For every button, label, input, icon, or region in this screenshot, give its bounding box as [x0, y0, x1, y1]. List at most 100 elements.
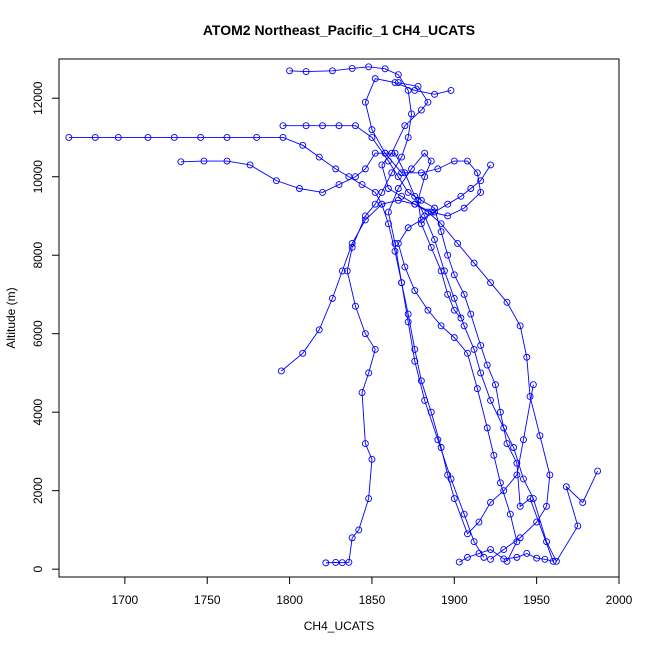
- data-point: [475, 518, 483, 526]
- data-point: [500, 424, 508, 432]
- data-point: [562, 483, 570, 491]
- data-point: [384, 208, 392, 216]
- data-point: [345, 558, 353, 566]
- data-point: [368, 455, 376, 463]
- data-point: [398, 279, 406, 287]
- data-point: [503, 557, 511, 565]
- data-point: [302, 122, 310, 130]
- data-point: [328, 294, 336, 302]
- series-line: [381, 82, 551, 560]
- x-tick-label: 1850: [359, 593, 386, 607]
- y-tick-label: 0: [31, 565, 45, 572]
- data-point: [473, 385, 481, 393]
- data-point: [431, 208, 438, 216]
- data-point: [437, 267, 445, 275]
- data-point: [523, 550, 531, 557]
- data-point: [398, 192, 406, 200]
- data-point: [477, 177, 485, 185]
- data-point: [338, 559, 346, 567]
- data-point: [371, 345, 379, 353]
- data-point: [394, 71, 402, 79]
- y-tick-label: 8000: [31, 242, 45, 269]
- data-point: [444, 212, 452, 220]
- data-point: [450, 157, 458, 165]
- data-point: [246, 161, 254, 169]
- data-point: [450, 306, 458, 314]
- y-tick-label: 6000: [31, 320, 45, 347]
- data-point: [378, 161, 386, 169]
- data-point: [421, 149, 429, 157]
- x-tick-label: 2000: [606, 593, 633, 607]
- series-3: [177, 149, 602, 565]
- data-point: [352, 173, 359, 181]
- data-point: [345, 173, 353, 181]
- data-point: [483, 424, 491, 432]
- data-point: [487, 396, 494, 404]
- x-tick-label: 1750: [194, 593, 221, 607]
- data-point: [352, 122, 359, 130]
- data-point: [91, 134, 99, 141]
- data-point: [361, 440, 369, 448]
- data-point: [200, 157, 208, 165]
- data-point: [487, 555, 494, 563]
- data-point: [358, 181, 366, 189]
- data-point: [450, 334, 458, 342]
- data-point: [510, 444, 518, 451]
- series-6: [378, 79, 554, 563]
- data-point: [450, 495, 458, 502]
- data-point: [404, 224, 412, 232]
- data-point: [365, 63, 373, 71]
- y-tick-label: 12000: [31, 81, 45, 115]
- data-point: [299, 141, 307, 149]
- data-point: [391, 79, 399, 86]
- x-axis: 1700 1750 1800 1850 1900 1950 2000: [112, 576, 633, 607]
- data-point: [404, 318, 412, 326]
- data-point: [447, 475, 455, 483]
- y-axis: 0 2000 4000 6000 8000 10000 12000: [31, 81, 60, 572]
- data-point: [424, 306, 432, 314]
- series-7: [384, 149, 488, 561]
- data-point: [421, 396, 429, 404]
- data-point: [384, 185, 392, 192]
- data-point: [398, 169, 406, 177]
- data-point: [417, 106, 425, 114]
- x-tick-label: 1700: [112, 593, 139, 607]
- data-point: [533, 554, 541, 562]
- data-point: [348, 534, 356, 542]
- data-point: [381, 65, 389, 73]
- data-point: [546, 471, 554, 479]
- data-point: [348, 239, 356, 247]
- data-point: [594, 467, 602, 475]
- data-point: [529, 495, 537, 502]
- data-point: [464, 530, 471, 538]
- series-2: [279, 122, 557, 566]
- data-point: [437, 322, 445, 330]
- data-point: [431, 90, 438, 98]
- data-point: [421, 173, 429, 181]
- data-point: [483, 361, 491, 369]
- data-point: [516, 502, 524, 510]
- data-point: [296, 185, 303, 192]
- data-point: [277, 367, 285, 375]
- data-point: [543, 502, 550, 510]
- series-5: [277, 75, 485, 375]
- data-point: [543, 538, 550, 546]
- data-point: [319, 122, 326, 130]
- data-point: [541, 555, 549, 563]
- data-point: [437, 220, 445, 228]
- data-point: [477, 342, 485, 349]
- data-point: [328, 67, 336, 75]
- data-point: [444, 251, 452, 259]
- data-point: [404, 310, 412, 318]
- data-point: [408, 165, 415, 173]
- data-point: [444, 291, 452, 298]
- data-point: [414, 196, 422, 204]
- series-line: [283, 125, 554, 563]
- x-tick-label: 1800: [276, 593, 303, 607]
- x-axis-label: CH4_UCATS: [304, 619, 374, 633]
- data-point: [455, 558, 463, 566]
- data-point: [506, 510, 514, 518]
- data-point: [378, 188, 386, 196]
- data-point: [444, 200, 452, 208]
- data-point: [496, 479, 504, 487]
